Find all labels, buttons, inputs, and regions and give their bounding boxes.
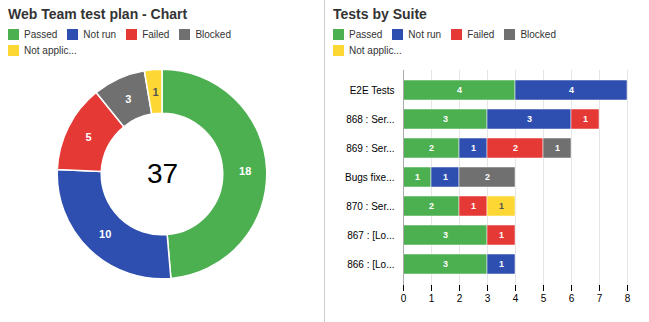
svg-text:870 : Ser...: 870 : Ser...	[346, 201, 394, 212]
svg-text:1: 1	[443, 172, 448, 182]
html-text:Not applic...: Not applic...	[349, 45, 402, 57]
svg-text:2: 2	[429, 143, 434, 153]
svg-text:1: 1	[429, 293, 435, 304]
html-text:Blocked: Blocked	[520, 28, 556, 40]
svg-text:2: 2	[485, 172, 490, 182]
svg-text:E2E Tests: E2E Tests	[350, 85, 395, 96]
svg-text:1: 1	[471, 143, 476, 153]
html-text:Not run: Not run	[408, 28, 442, 40]
svg-text:10: 10	[99, 228, 111, 240]
svg-text:2: 2	[429, 201, 434, 211]
svg-text:869 : Ser...: 869 : Ser...	[346, 143, 394, 154]
svg-text:18: 18	[239, 165, 251, 177]
svg-text:1: 1	[415, 172, 420, 182]
svg-text:3: 3	[527, 114, 532, 124]
html-text:Passed: Passed	[24, 28, 58, 40]
svg-text:8: 8	[625, 293, 631, 304]
svg-text:5: 5	[86, 131, 92, 143]
svg-text:1: 1	[152, 86, 158, 98]
svg-text:37: 37	[147, 158, 178, 189]
svg-text:3: 3	[125, 93, 131, 105]
svg-text:1: 1	[499, 230, 504, 240]
svg-text:4: 4	[513, 293, 519, 304]
html-text:Tests by Suite: Tests by Suite	[333, 6, 427, 22]
svg-text:1: 1	[555, 143, 560, 153]
svg-text:1: 1	[583, 114, 588, 124]
svg-text:4: 4	[457, 85, 462, 95]
svg-text:7: 7	[597, 293, 603, 304]
svg-text:867 : [Lo...: 867 : [Lo...	[347, 230, 394, 241]
svg-text:0: 0	[401, 293, 407, 304]
html-text:Passed: Passed	[349, 28, 383, 40]
html-text:Not applic...: Not applic...	[24, 45, 77, 57]
html-text:Web Team test plan - Chart: Web Team test plan - Chart	[8, 6, 188, 22]
svg-text:2: 2	[513, 143, 518, 153]
svg-text:4: 4	[569, 85, 574, 95]
html-text:Blocked: Blocked	[195, 28, 231, 40]
svg-text:3: 3	[443, 259, 448, 269]
svg-text:Bugs fixe...: Bugs fixe...	[345, 172, 394, 183]
html-text:Failed: Failed	[467, 28, 495, 40]
svg-text:5: 5	[541, 293, 547, 304]
svg-text:1: 1	[499, 201, 504, 211]
svg-text:1: 1	[471, 201, 476, 211]
svg-text:3: 3	[443, 114, 448, 124]
html-text:Failed: Failed	[142, 28, 170, 40]
svg-text:6: 6	[569, 293, 575, 304]
svg-text:3: 3	[443, 230, 448, 240]
svg-text:1: 1	[499, 259, 504, 269]
svg-text:866 : [Lo...: 866 : [Lo...	[347, 259, 394, 270]
svg-text:868 : Ser...: 868 : Ser...	[346, 114, 394, 125]
html-text:Not run: Not run	[83, 28, 117, 40]
svg-text:3: 3	[485, 293, 491, 304]
svg-text:2: 2	[457, 293, 463, 304]
